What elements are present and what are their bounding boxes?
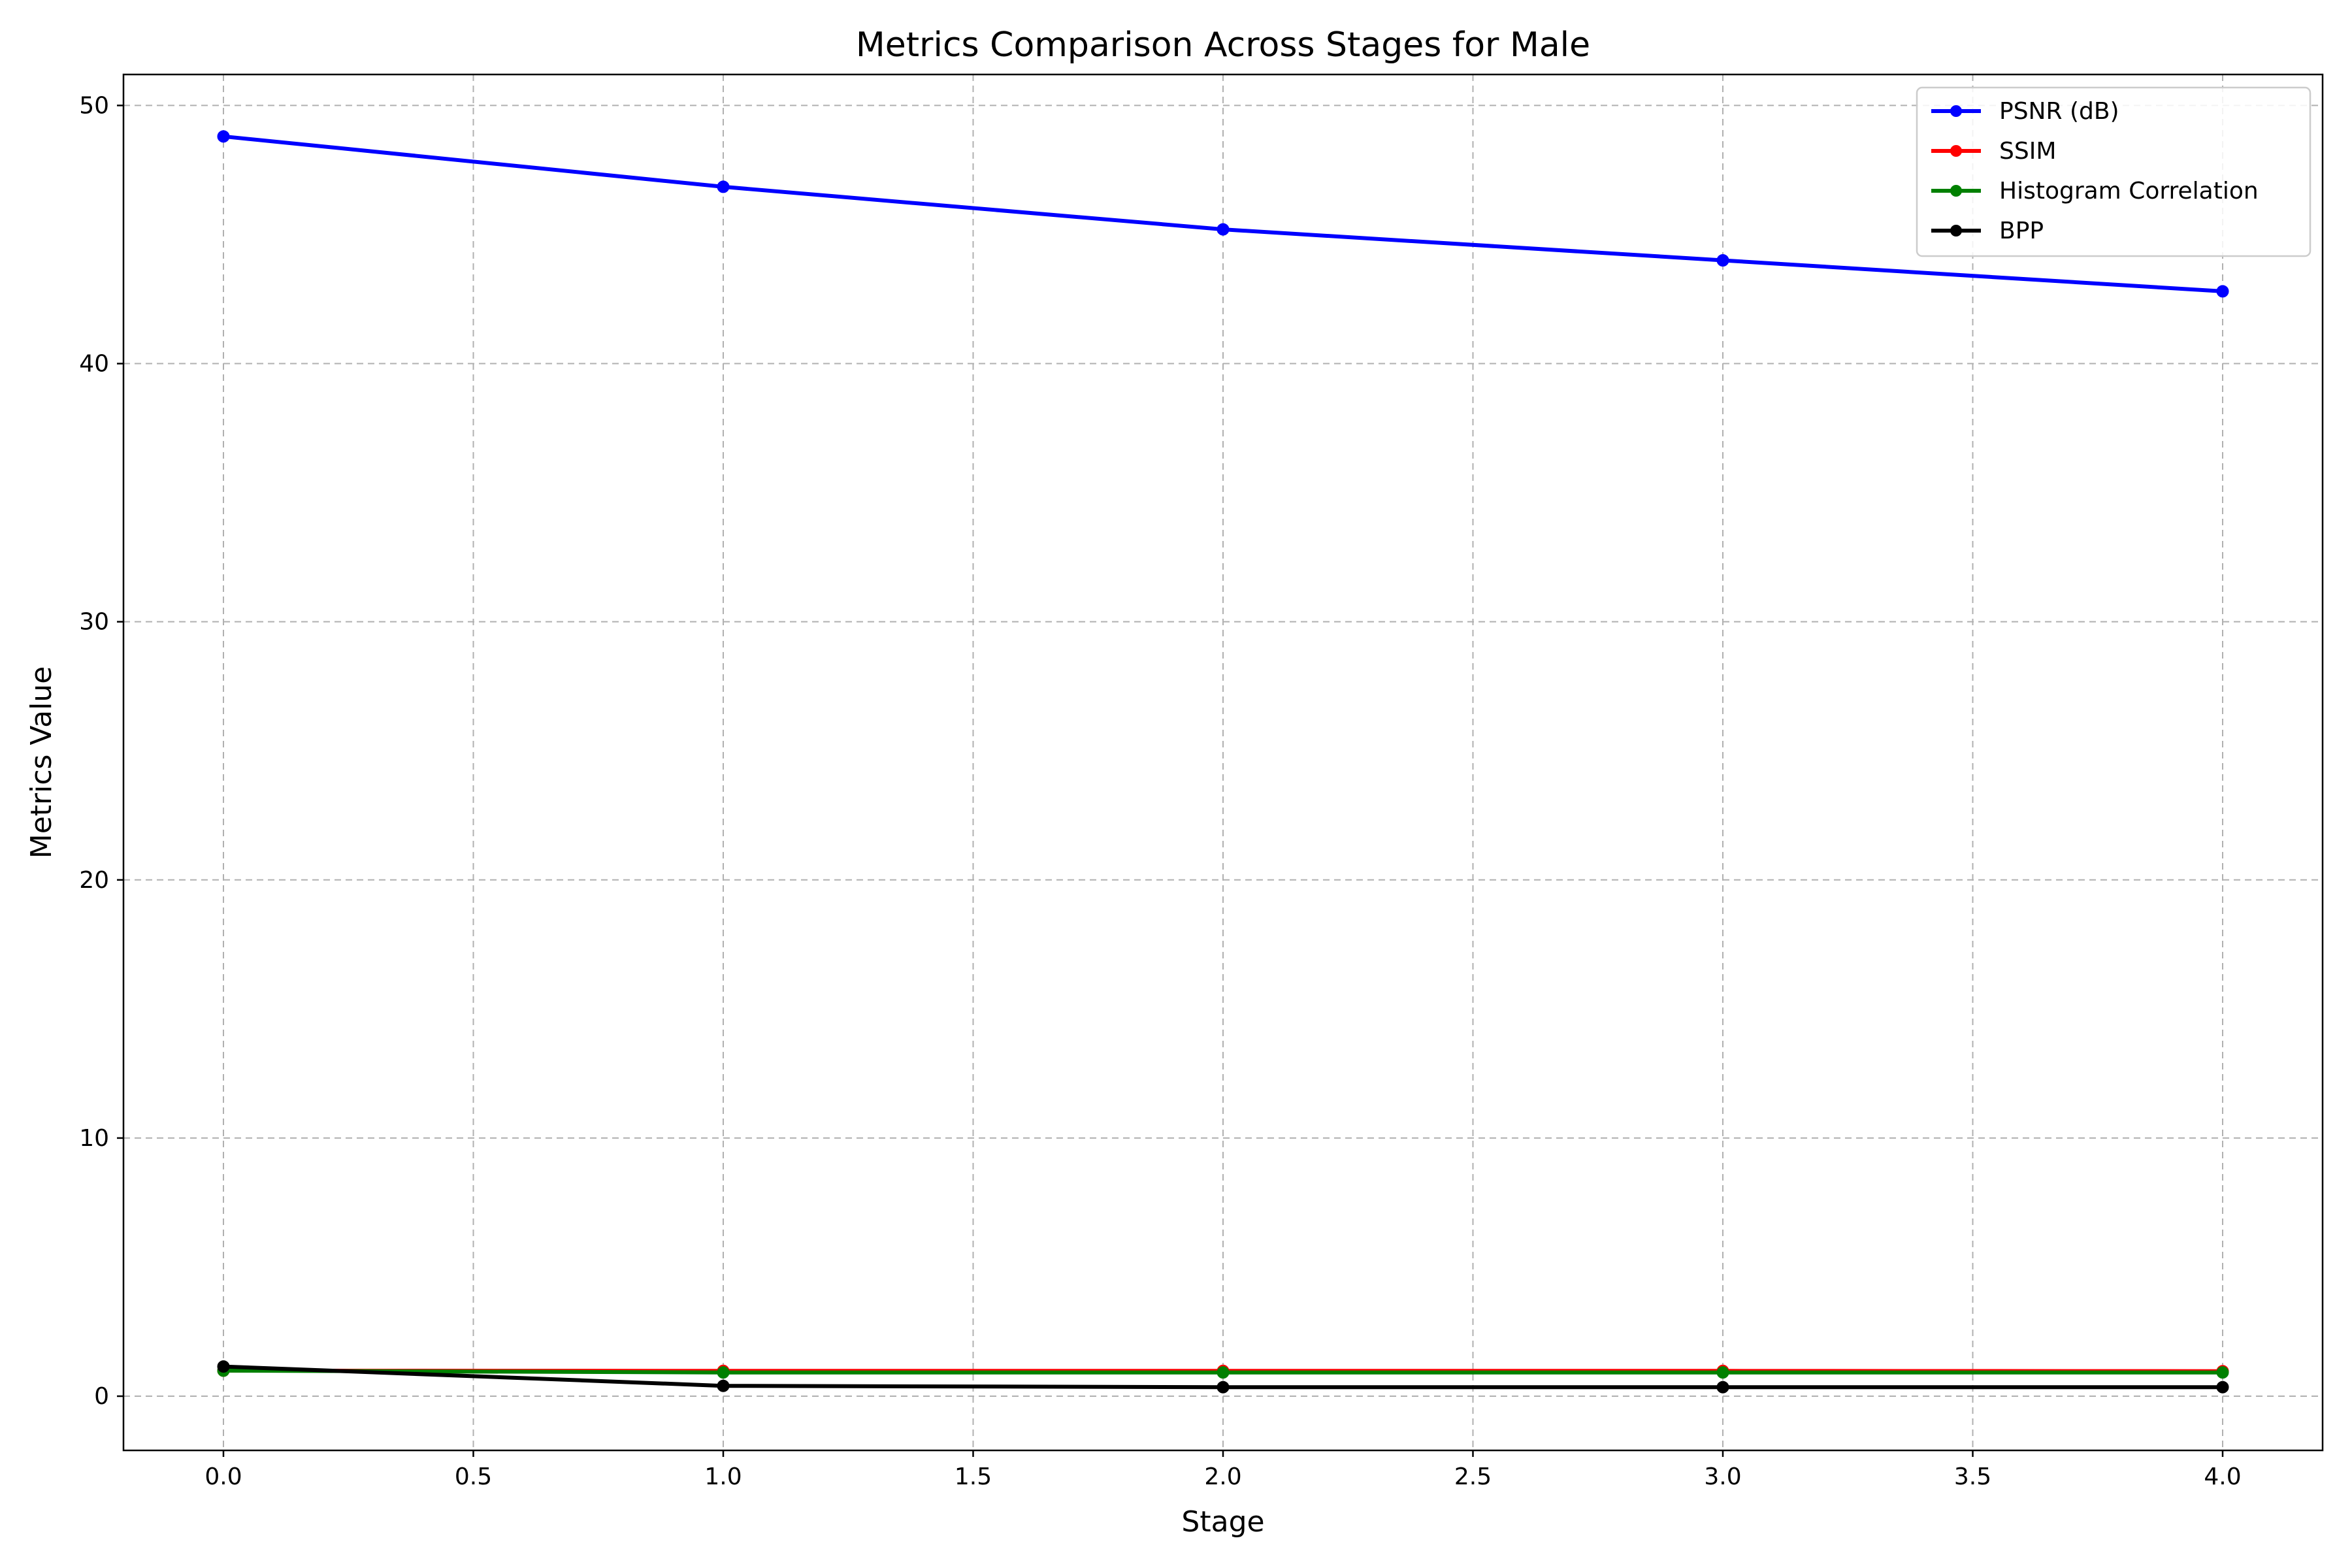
data-point — [717, 1366, 730, 1379]
data-point — [1217, 1380, 1230, 1394]
data-point — [217, 130, 230, 143]
x-tick-label: 1.0 — [704, 1463, 742, 1490]
y-tick-label: 30 — [79, 609, 109, 636]
legend-label: BPP — [1999, 218, 2044, 244]
y-tick-label: 50 — [79, 92, 109, 119]
x-axis-label: Stage — [1181, 1505, 1264, 1539]
legend-swatch-marker — [1950, 185, 1962, 197]
legend-swatch-marker — [1950, 145, 1962, 157]
x-tick-label: 0.0 — [204, 1463, 242, 1490]
legend-label: SSIM — [1999, 138, 2056, 165]
legend-label: PSNR (dB) — [1999, 98, 2119, 125]
y-tick-label: 0 — [94, 1383, 109, 1410]
data-point — [1217, 223, 1230, 236]
data-point — [2216, 1366, 2229, 1379]
x-tick-label: 2.5 — [1454, 1463, 1492, 1490]
axis-ticks: 0.0 0.5 1.0 1.5 2.0 2.5 3.0 3.5 4.0 0 10 20 30 40 50 — [79, 92, 2241, 1490]
x-tick-label: 2.0 — [1204, 1463, 1241, 1490]
x-tick-label: 3.0 — [1704, 1463, 1741, 1490]
legend-label: Histogram Correlation — [1999, 178, 2259, 204]
x-tick-label: 4.0 — [2204, 1463, 2241, 1490]
data-point — [2216, 285, 2229, 298]
data-point — [2216, 1380, 2229, 1394]
legend: PSNR (dB) SSIM Histogram Correlation BPP — [1916, 86, 2311, 257]
legend-box — [1916, 86, 2311, 257]
grid-lines — [123, 74, 2323, 1450]
data-point — [1716, 1366, 1729, 1379]
series-layer — [217, 130, 2229, 1394]
legend-swatch-marker — [1950, 225, 1962, 237]
x-tick-label: 0.5 — [455, 1463, 492, 1490]
y-tick-label: 10 — [79, 1125, 109, 1152]
data-point — [1716, 253, 1729, 267]
y-tick-label: 40 — [79, 351, 109, 378]
y-axis-label: Metrics Value — [25, 666, 58, 859]
y-tick-label: 20 — [79, 867, 109, 894]
data-point — [717, 180, 730, 193]
chart-title: Metrics Comparison Across Stages for Mal… — [856, 25, 1590, 65]
data-point — [1217, 1366, 1230, 1379]
x-tick-label: 3.5 — [1954, 1463, 1991, 1490]
legend-swatch-marker — [1950, 105, 1962, 117]
data-point — [717, 1379, 730, 1392]
data-point — [217, 1360, 230, 1373]
data-point — [1716, 1380, 1729, 1394]
x-tick-label: 1.5 — [955, 1463, 992, 1490]
